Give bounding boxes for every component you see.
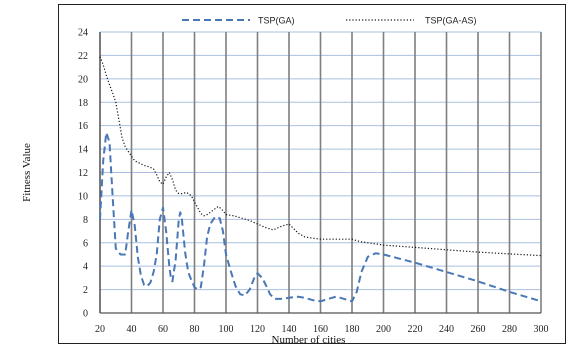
legend: TSP(GA) TSP(GA-AS): [182, 16, 477, 26]
x-tick-label-6: 140: [282, 324, 297, 335]
x-tick-label-4: 100: [219, 324, 234, 335]
y-tick-label-6: 12: [78, 168, 88, 179]
x-tick-label-8: 180: [345, 324, 360, 335]
x-tick-label-2: 60: [158, 324, 168, 335]
y-tick-label-10: 20: [78, 74, 88, 85]
x-tick-label-9: 200: [376, 324, 391, 335]
y-tick-label-2: 4: [83, 262, 88, 273]
series-group: [99, 56, 542, 303]
y-tick-label-11: 22: [78, 51, 88, 62]
y-tick-label-3: 6: [83, 238, 88, 249]
x-tick-label-0: 20: [95, 324, 105, 335]
legend-label-0: TSP(GA): [258, 16, 295, 26]
x-tick-label-11: 240: [439, 324, 454, 335]
x-tick-label-1: 40: [127, 324, 137, 335]
y-tick-label-1: 2: [83, 285, 88, 296]
x-tick-label-5: 120: [250, 324, 265, 335]
series-line-tsp-ga-as: [99, 56, 542, 257]
y-axis-label: Fitness Value: [21, 143, 33, 202]
y-tick-label-12: 24: [78, 28, 88, 39]
y-tick-label-7: 14: [78, 145, 88, 156]
legend-label-1: TSP(GA-AS): [425, 16, 477, 26]
x-tick-label-14: 300: [534, 324, 549, 335]
x-tick-label-7: 160: [313, 324, 328, 335]
x-tick-label-12: 260: [471, 324, 486, 335]
y-tick-label-5: 10: [78, 191, 88, 202]
x-axis-label: Number of cities: [272, 334, 346, 346]
y-tick-label-9: 18: [78, 98, 88, 109]
y-tick-label-4: 8: [83, 215, 88, 226]
grid: [99, 31, 542, 314]
x-tick-label-10: 220: [408, 324, 423, 335]
x-tick-label-13: 280: [502, 324, 517, 335]
y-tick-label-0: 0: [83, 309, 88, 320]
series-line-tsp-ga: [99, 131, 542, 303]
y-tick-label-8: 16: [78, 121, 88, 132]
x-tick-label-3: 80: [190, 324, 200, 335]
